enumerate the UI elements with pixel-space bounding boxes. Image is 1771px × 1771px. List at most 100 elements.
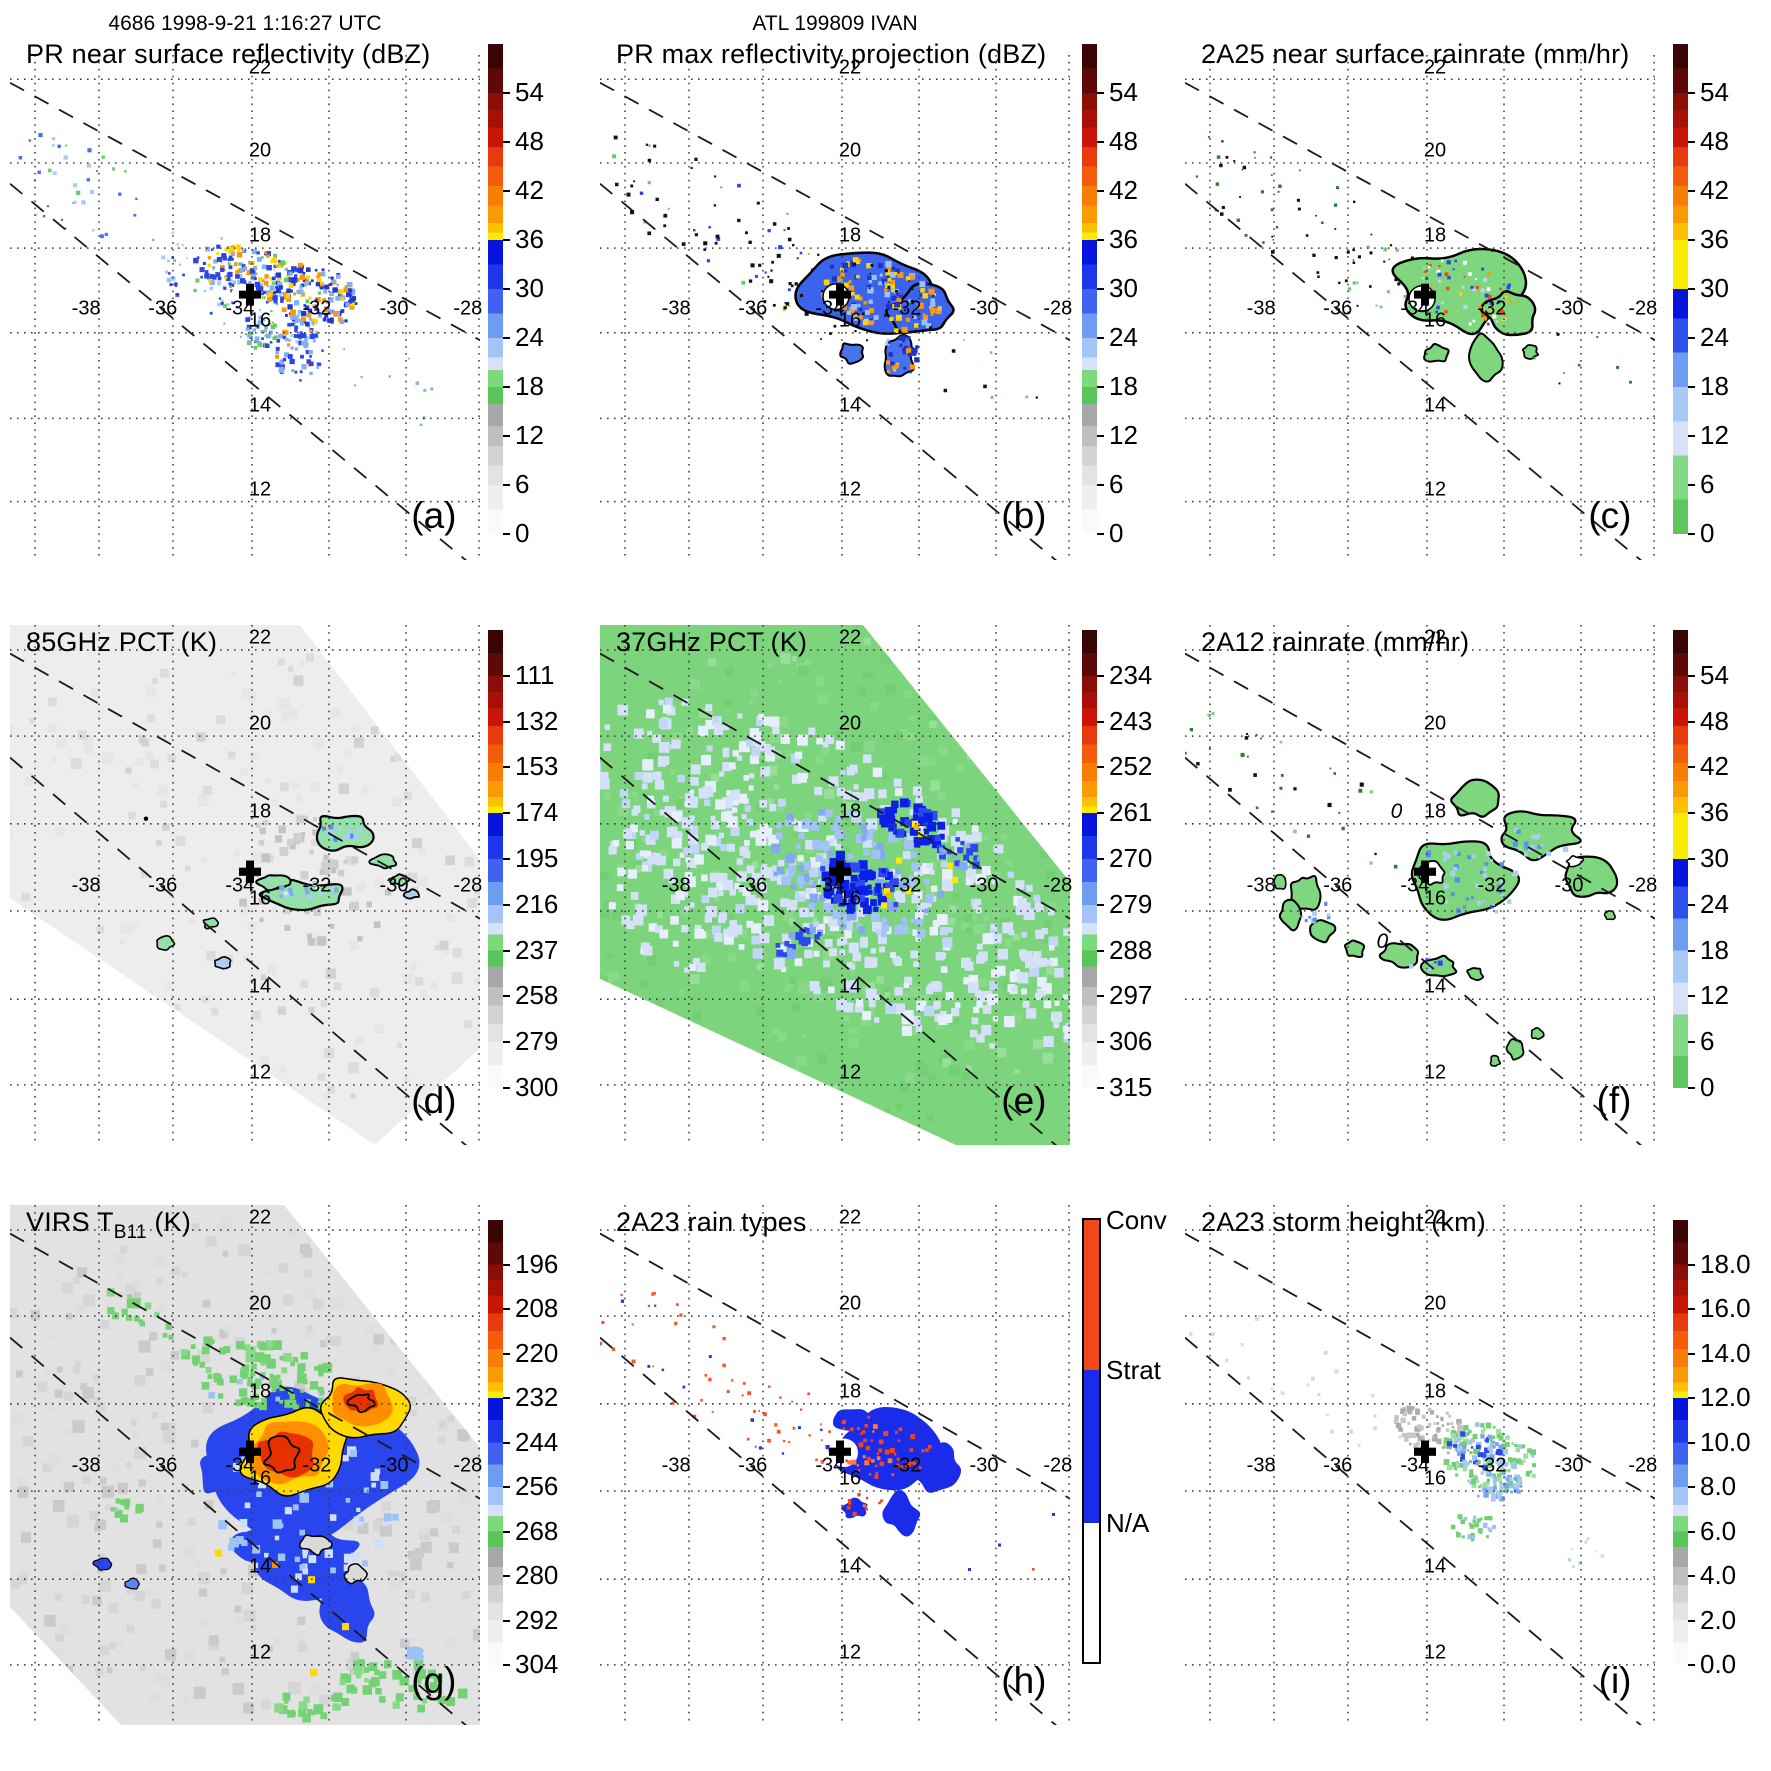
colorbar-tick-mark (1097, 766, 1104, 769)
lon-label: -32 (1477, 874, 1507, 897)
colorbar-tick-label: 195 (515, 842, 559, 873)
colorbar-tick-mark (503, 1619, 510, 1622)
rain-type-segment-2 (1084, 1522, 1099, 1662)
panel-letter: (h) (1001, 1659, 1047, 1701)
colorbar-tick-label: 36 (515, 223, 544, 254)
swath-edge-dashes (600, 81, 1070, 560)
lon-label: -38 (71, 297, 101, 319)
colorbar-tick-label: 216 (515, 888, 559, 919)
lat-label: 14 (248, 394, 272, 417)
lon-label: -28 (453, 874, 483, 897)
panel-title-text: PR near surface reflectivity (dBZ) (26, 39, 431, 69)
lat-label: 12 (1423, 1641, 1447, 1664)
colorbar-tick-label: 256 (515, 1470, 559, 1501)
colorbar-tick-mark (503, 1575, 510, 1577)
colorbar-tick-label: 196 (515, 1248, 559, 1279)
swath-edge-dashes (600, 652, 1070, 1145)
colorbar-tick-label: 292 (515, 1604, 559, 1635)
colorbar-tick-label: 48 (515, 125, 544, 156)
panel-h: 2A23 rain types (h) 22 20 18 16 14 12 -38 -36 -34 -… (600, 1205, 1072, 1725)
colorbar-tick-label: 132 (515, 705, 559, 736)
colorbar-tick-label: 18.0 (1700, 1248, 1751, 1279)
colorbar-tick-mark (1097, 484, 1104, 486)
lon-label: -28 (1628, 874, 1658, 897)
swath-edge-dashes (10, 652, 480, 1145)
graticule (1185, 55, 1655, 560)
lon-label: -32 (1477, 297, 1507, 319)
colorbar-tick-mark (1097, 533, 1104, 535)
colorbar-tick-mark (1097, 995, 1104, 998)
lat-label: 16 (248, 1467, 272, 1490)
graticule (10, 1205, 480, 1725)
panel-e: 37GHz PCT (K) (e) 22 20 18 16 14 12 -38 -36 -34 -32… (600, 625, 1072, 1145)
colorbar-tick-label: 237 (515, 934, 559, 965)
panel-title: PR near surface reflectivity (dBZ) (26, 39, 430, 76)
lon-label: -34 (225, 874, 255, 897)
lat-label: 12 (838, 1061, 862, 1084)
tmi-swath (10, 625, 480, 1145)
colorbar-tick-label: 279 (1109, 888, 1153, 919)
lat-label: 16 (1423, 1467, 1447, 1490)
lon-label: -36 (1323, 874, 1353, 897)
colorbar-tick-mark (1097, 1087, 1104, 1089)
colorbar-tick-mark (1688, 1530, 1695, 1533)
colorbar-tick-label: 234 (1109, 659, 1153, 690)
colorbar-tick-mark (503, 1041, 510, 1044)
lon-label: -36 (148, 297, 178, 319)
colorbar-tick-mark (1688, 1041, 1695, 1044)
colorbar-tick-mark (1688, 484, 1695, 486)
colorbar-tick-label: 279 (515, 1026, 559, 1057)
colorbar-tick-mark (503, 92, 510, 94)
colorbar-tick-label: 258 (515, 980, 559, 1011)
lat-label: 18 (838, 224, 862, 247)
colorbar-gradient (1673, 630, 1688, 1088)
swath-edge-dashes (10, 81, 480, 560)
storm-center-cross (239, 1440, 261, 1463)
rain-type-segment-0 (1084, 1220, 1099, 1371)
panel-letter: (g) (411, 1659, 457, 1701)
swath-edge-dashes (600, 1232, 1070, 1725)
colorbar-tick-label: 0 (515, 517, 530, 548)
colorbar-tick-label: 304 (515, 1648, 559, 1679)
lon-label: -36 (738, 874, 768, 897)
colorbar-tick-label: 315 (1109, 1071, 1153, 1102)
panel-title-text: 2A23 storm height (km) (1201, 1207, 1486, 1237)
panel-title-text: 85GHz PCT (K) (26, 627, 218, 657)
lat-label: 16 (838, 887, 862, 910)
lon-label: -28 (1043, 297, 1073, 319)
panel-title-text: VIRS T (26, 1207, 114, 1237)
lat-label: 18 (838, 1380, 862, 1403)
colorbar-tick-mark (503, 949, 510, 952)
graticule (10, 625, 480, 1145)
colorbar-tick-mark (1097, 288, 1104, 290)
colorbar-tick-label: 280 (515, 1559, 559, 1590)
panel-f: 0 0 2A12 rainrate (mm/hr) (f) 22 20 18 16 14 12 -3… (1185, 625, 1658, 1145)
colorbar-tick-label: Strat (1106, 1355, 1161, 1386)
swath-edge-dashes (10, 1232, 480, 1725)
colorbar-tick-label: 220 (515, 1337, 559, 1368)
panel-letter: (i) (1598, 1659, 1632, 1701)
colorbar-i: 18.0 16.0 14.0 12.0 10.0 8.0 6.0 4.0 2.0 0.0 (1673, 1220, 1751, 1679)
colorbar-tick-label: 14.0 (1700, 1337, 1751, 1368)
lat-label: 16 (838, 309, 862, 332)
colorbar-tick-label: Conv (1106, 1204, 1167, 1235)
colorbar-tick-mark (1097, 812, 1104, 815)
colorbar-tick-mark (503, 858, 510, 860)
map-b (600, 55, 1070, 560)
panel-title: PR max reflectivity projection (dBZ) (616, 39, 1046, 76)
graticule (1185, 625, 1655, 1145)
colorbar-tick-label: 48 (1700, 125, 1729, 156)
colorbar-tick-label: 252 (1109, 751, 1153, 782)
lat-label: 20 (838, 712, 862, 735)
colorbar-tick-label: 18 (515, 370, 544, 401)
colorbar-tick-mark (503, 812, 510, 815)
lon-label: -32 (892, 297, 922, 319)
data-field (600, 1291, 1055, 1572)
lat-label: 14 (248, 1555, 272, 1578)
lat-label: 14 (1423, 1555, 1447, 1578)
lat-label: 22 (838, 626, 862, 649)
colorbar-tick-mark (1097, 949, 1104, 952)
colorbar-tick-mark (1688, 949, 1695, 952)
colorbar-tick-mark (1688, 288, 1695, 290)
lon-label: -30 (379, 874, 409, 897)
